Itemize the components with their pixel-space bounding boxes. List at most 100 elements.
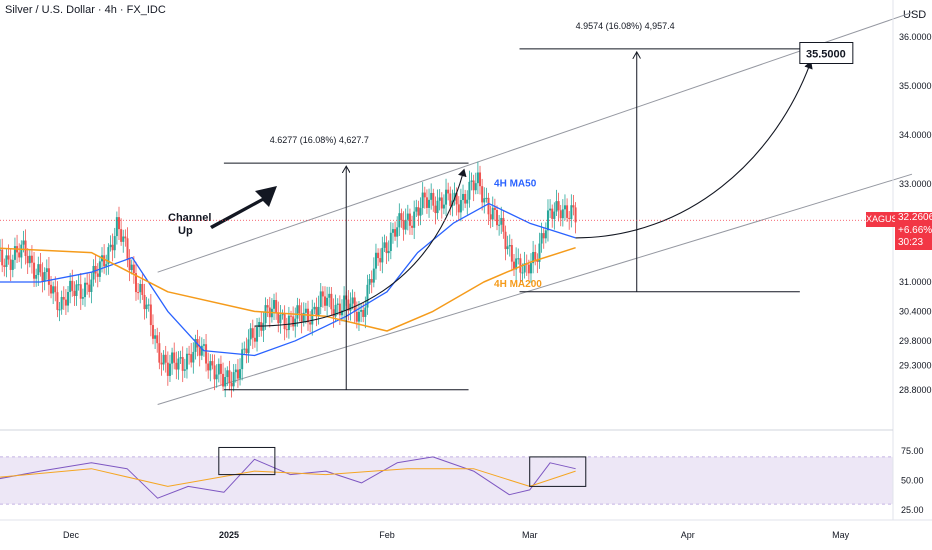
channel-label-1: Channel xyxy=(168,212,211,224)
candle-body xyxy=(566,205,569,218)
candle-body xyxy=(428,199,431,208)
candle-body xyxy=(381,247,384,263)
candle-body xyxy=(264,305,267,324)
ma200-label: 4H MA200 xyxy=(494,279,542,290)
candle-body xyxy=(75,284,78,297)
bar-countdown: 30:23 xyxy=(898,237,924,248)
candle-body xyxy=(487,197,490,215)
candle-body xyxy=(385,242,388,254)
rsi-tick-label: 25.00 xyxy=(901,505,924,515)
candle-body xyxy=(540,233,543,244)
candle-body xyxy=(45,268,48,273)
candle-body xyxy=(432,192,435,206)
price-tick-label: 31.0000 xyxy=(899,277,932,287)
candle-body xyxy=(168,363,171,376)
candle-body xyxy=(485,197,488,199)
candle-body xyxy=(7,255,10,260)
rsi-highlight-box xyxy=(529,456,587,487)
candle-body xyxy=(538,243,541,262)
candle-body xyxy=(62,296,65,300)
candle-body xyxy=(553,211,556,219)
candle-body xyxy=(546,210,549,231)
candle-body xyxy=(313,306,316,310)
candle-body xyxy=(171,352,174,364)
candle-body xyxy=(379,258,382,263)
candle-body xyxy=(474,183,477,191)
candle-body xyxy=(281,314,284,316)
candle-body xyxy=(156,335,159,344)
candle-body xyxy=(173,352,176,363)
candle-body xyxy=(457,204,460,213)
candle-body xyxy=(105,264,108,267)
candle-body xyxy=(542,233,545,239)
candle-body xyxy=(188,353,191,355)
candle-body xyxy=(175,362,178,370)
candle-body xyxy=(247,339,250,354)
candle-body xyxy=(33,262,36,279)
candle-body xyxy=(202,344,205,346)
candle-body xyxy=(563,205,566,210)
candle-body xyxy=(147,304,150,306)
candle-body xyxy=(434,205,437,214)
candle-body xyxy=(249,328,252,340)
candle-body xyxy=(534,251,537,260)
candle-body xyxy=(449,193,452,206)
candle-body xyxy=(243,348,246,350)
candle-body xyxy=(464,193,467,204)
candle-body xyxy=(41,272,44,282)
candle-body xyxy=(328,293,331,298)
candle-body xyxy=(143,294,146,310)
chart-title: Silver / U.S. Dollar · 4h · FX_IDC xyxy=(5,4,166,16)
candle-body xyxy=(183,369,186,371)
candle-body xyxy=(411,225,414,228)
candle-body xyxy=(39,264,42,273)
candle-body xyxy=(572,205,575,208)
candle-body xyxy=(440,197,443,209)
candle-body xyxy=(258,322,261,328)
candle-body xyxy=(315,306,318,316)
candle-body xyxy=(438,197,441,201)
candle-body xyxy=(96,273,99,277)
candle-body xyxy=(56,292,59,310)
time-tick-label: Apr xyxy=(681,530,695,540)
candle-body xyxy=(338,303,341,316)
candle-body xyxy=(141,283,144,295)
candle-body xyxy=(508,245,511,247)
candle-body xyxy=(77,284,80,286)
candle-body xyxy=(368,279,371,285)
candle-body xyxy=(574,207,577,223)
candle-body xyxy=(468,181,471,200)
candle-body xyxy=(512,261,515,270)
time-tick-label: 2025 xyxy=(219,530,239,540)
candle-body xyxy=(527,264,530,274)
candle-body xyxy=(107,247,110,265)
candle-body xyxy=(179,357,182,359)
candle-body xyxy=(52,286,55,294)
candle-body xyxy=(290,315,293,317)
candle-body xyxy=(506,246,509,250)
candle-body xyxy=(251,328,254,338)
candle-body xyxy=(0,249,2,251)
candle-body xyxy=(215,374,218,380)
candle-body xyxy=(323,296,326,306)
candle-body xyxy=(561,209,564,219)
candle-body xyxy=(137,292,140,294)
trend-arrow-icon xyxy=(210,186,277,229)
candle-body xyxy=(442,204,445,209)
candle-body xyxy=(28,255,31,264)
candle-body xyxy=(347,299,350,311)
candle-body xyxy=(304,308,307,313)
candle-body xyxy=(425,197,428,208)
rsi-tick-label: 75.00 xyxy=(901,446,924,456)
candle-body xyxy=(90,279,93,292)
candle-body xyxy=(436,200,439,214)
time-tick-label: May xyxy=(832,530,850,540)
candle-body xyxy=(340,310,343,316)
candle-body xyxy=(334,304,337,317)
candle-body xyxy=(372,268,375,283)
candle-body xyxy=(491,207,494,220)
candle-body xyxy=(30,255,33,263)
symbol-badge: XAGUSD xyxy=(866,212,904,227)
candle-body xyxy=(559,210,562,219)
